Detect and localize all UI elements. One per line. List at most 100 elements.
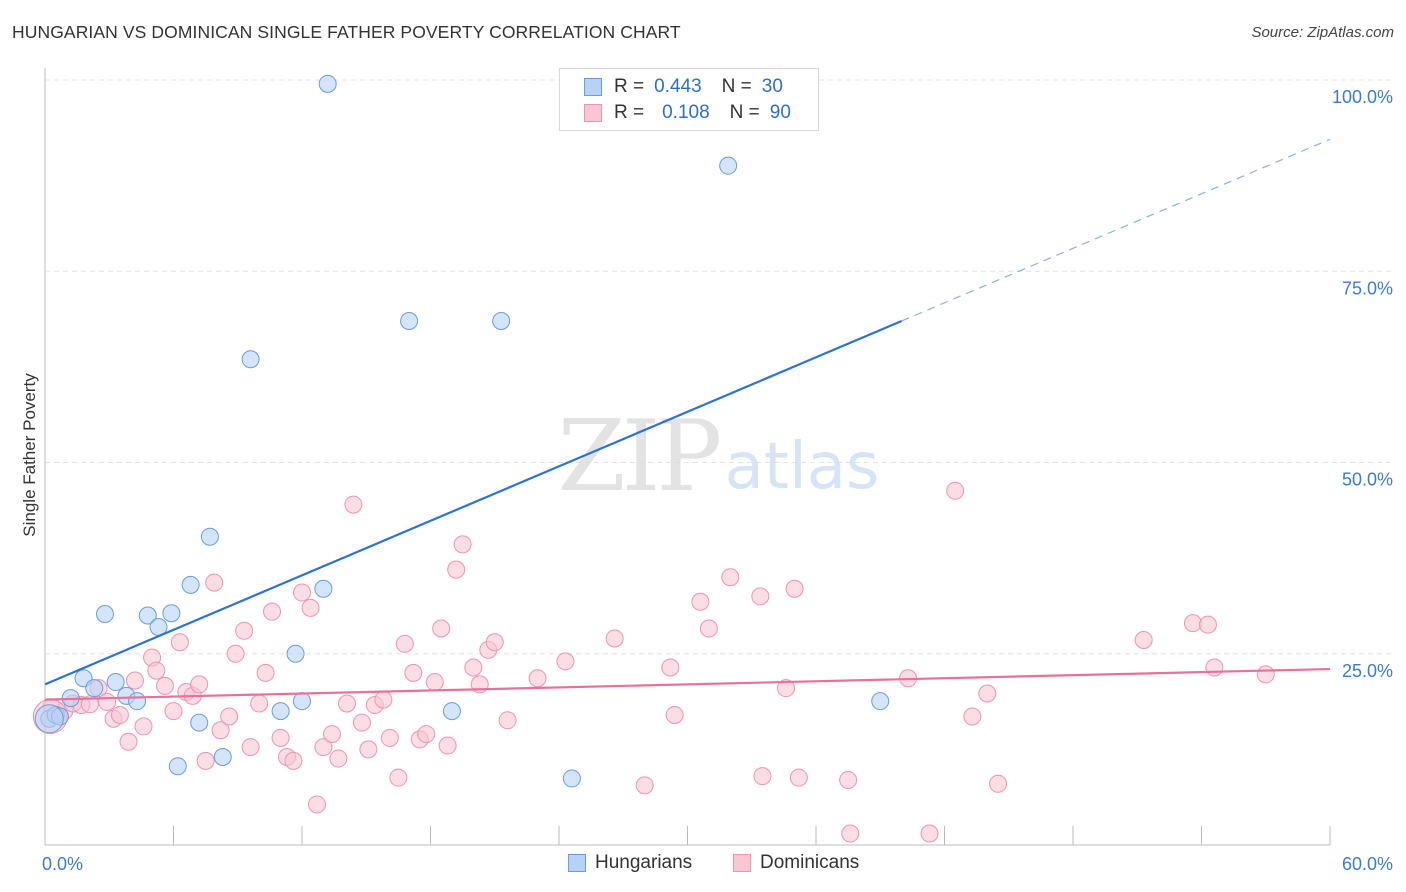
dominican-point — [453, 535, 472, 554]
dominican-point — [147, 661, 166, 680]
dominican-point — [301, 598, 320, 617]
y-tick-label: 100.0% — [1332, 87, 1393, 107]
dominican-point — [789, 768, 808, 787]
dominican-point — [485, 633, 504, 652]
legend-r-label: R = — [614, 102, 645, 123]
dominican-point — [211, 721, 230, 740]
x-tick-label: 0.0% — [42, 854, 83, 874]
hungarian-point — [190, 713, 209, 732]
hungarian-point — [138, 606, 157, 625]
dominican-point — [352, 713, 371, 732]
legend-item-hungarians[interactable]: Hungarians — [568, 852, 692, 874]
dominican-point — [699, 619, 718, 638]
hungarian-point — [128, 692, 147, 711]
dominican-point — [250, 694, 269, 713]
dominican-point — [425, 673, 444, 692]
hungarian-point — [400, 311, 419, 330]
dominican-point — [665, 705, 684, 724]
dominican-point — [374, 690, 393, 709]
dominican-point — [946, 481, 965, 500]
legend-n-value: 30 — [761, 76, 783, 97]
dominican-point — [271, 728, 290, 747]
dominican-point — [110, 705, 129, 724]
legend-swatch-hungarians — [584, 78, 602, 96]
dominican-point — [226, 644, 245, 663]
hungarian-point — [719, 156, 738, 175]
watermark: ZIP atlas — [558, 400, 880, 514]
hungarian-point — [293, 692, 311, 711]
watermark-atlas: atlas — [725, 430, 880, 504]
dominican-point — [307, 795, 326, 814]
hungarian-point — [213, 748, 232, 767]
dominican-point — [721, 568, 740, 587]
hungarian-point — [241, 350, 260, 369]
y-axis-label: Single Father Poverty — [20, 373, 39, 537]
legend-row-hungarians: R = 0.443 N = 30 — [584, 74, 783, 100]
legend-label-hungarians: Hungarians — [595, 852, 693, 873]
legend-swatch-hungarians — [568, 854, 586, 872]
dominican-point — [978, 684, 997, 703]
hungarian-point — [286, 644, 305, 663]
hungarian-point — [200, 527, 219, 546]
hungarian-point — [562, 769, 581, 788]
dominican-point — [196, 751, 215, 770]
dominican-point — [164, 702, 183, 721]
dominican-points — [32, 481, 1275, 843]
x-tick-label: 60.0% — [1342, 854, 1393, 874]
hungarian-point — [106, 673, 125, 692]
hungarian-point — [162, 604, 181, 623]
dominican-trend-line — [44, 667, 1331, 701]
legend-n-value: 90 — [769, 102, 791, 123]
dominican-point — [556, 652, 575, 671]
hungarian-point — [314, 579, 333, 598]
dominican-point — [920, 824, 939, 843]
y-tick-label: 50.0% — [1342, 470, 1393, 490]
hungarian-point — [871, 692, 890, 711]
dominican-point — [1198, 615, 1217, 634]
dominican-point — [1256, 665, 1275, 684]
dominican-point — [839, 770, 858, 789]
dominican-point — [98, 692, 117, 711]
legend-item-dominicans[interactable]: Dominicans — [733, 852, 859, 874]
dominican-point — [432, 619, 451, 638]
dominican-point — [190, 675, 209, 694]
dominican-point — [635, 776, 654, 795]
source-label: Source: ZipAtlas.com — [1251, 24, 1394, 41]
hungarian-point — [318, 74, 337, 93]
chart-title: HUNGARIAN VS DOMINICAN SINGLE FATHER POV… — [12, 22, 681, 42]
dominican-point — [438, 736, 457, 755]
dominican-point — [241, 738, 260, 757]
dominican-point — [785, 579, 804, 598]
dominican-point — [404, 663, 423, 682]
y-tick-label: 75.0% — [1342, 278, 1393, 298]
axes — [44, 68, 1331, 846]
dominican-point — [661, 658, 680, 677]
dominican-point — [205, 573, 224, 592]
hungarian-point — [181, 575, 200, 594]
dominican-point — [395, 634, 414, 653]
legend-n-label: N = — [721, 76, 752, 97]
hungarian-point — [442, 702, 461, 721]
dominican-point — [322, 725, 341, 744]
hungarian-trend-line — [44, 319, 903, 686]
legend-swatch-dominicans — [733, 854, 751, 872]
dominican-point — [753, 767, 772, 786]
legend-r-value: 0.443 — [654, 76, 702, 97]
legend-n-label: N = — [729, 102, 760, 123]
dominican-point — [314, 738, 333, 757]
hungarian-trend-extension — [901, 138, 1331, 322]
hungarian-point — [492, 311, 511, 330]
dominican-point — [963, 707, 982, 726]
watermark-zip: ZIP — [558, 400, 720, 514]
hungarian-point — [271, 702, 290, 721]
legend-row-dominicans: R = 0.108 N = 90 — [584, 100, 791, 126]
correlation-legend: R = 0.443 N = 30 R = 0.108 N = 90 — [559, 68, 819, 131]
dominican-point — [125, 671, 144, 690]
dominican-point — [751, 587, 770, 606]
dominican-point — [528, 669, 547, 688]
legend-r-value: 0.108 — [662, 102, 710, 123]
dominican-point — [417, 725, 436, 744]
dominican-point — [220, 707, 239, 726]
dominican-point — [284, 751, 303, 770]
